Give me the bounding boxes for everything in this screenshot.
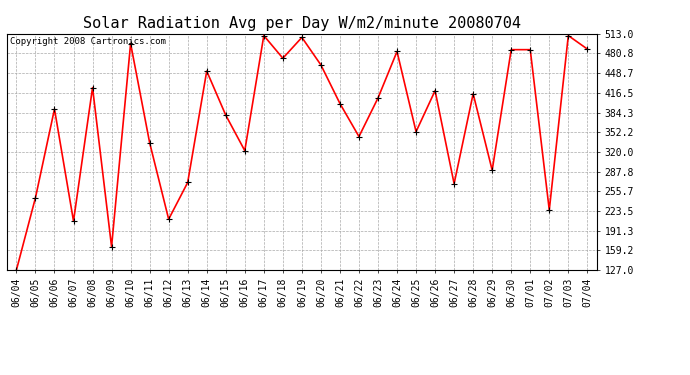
Title: Solar Radiation Avg per Day W/m2/minute 20080704: Solar Radiation Avg per Day W/m2/minute … (83, 16, 521, 31)
Text: Copyright 2008 Cartronics.com: Copyright 2008 Cartronics.com (10, 37, 166, 46)
